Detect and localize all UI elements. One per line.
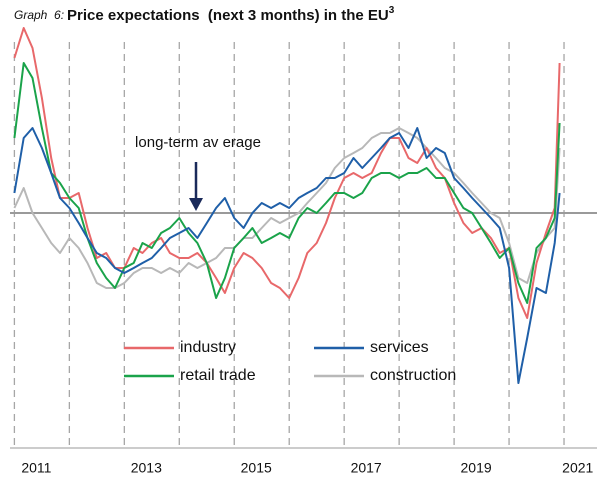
x-tick-label: 2019	[461, 460, 492, 476]
annotation: long-term av erage	[135, 134, 261, 151]
chart-title: Graph 6: Price expectations (next 3 month…	[14, 5, 395, 24]
legend: industry services retail trade construction	[124, 339, 456, 384]
title-prefix: Graph 6:	[14, 8, 64, 22]
series-line	[13, 62, 561, 304]
x-tick-label: 2015	[241, 460, 272, 476]
x-tick-label: 2017	[351, 460, 382, 476]
grid: 2011 2013 2015 2017 2019 2021	[10, 42, 597, 476]
title-main: Price expectations (next 3 months) in th…	[67, 7, 389, 24]
legend-label: services	[370, 339, 429, 356]
legend-label: industry	[180, 339, 236, 356]
series-line	[13, 127, 561, 384]
legend-label: construction	[370, 367, 456, 384]
x-tick-label: 2011	[21, 460, 51, 476]
title-superscript: 3	[389, 5, 395, 16]
x-tick-label: 2021	[562, 460, 593, 476]
legend-label: retail trade	[180, 367, 256, 384]
series-line	[13, 27, 561, 319]
lines	[13, 27, 561, 384]
series-line	[13, 127, 561, 289]
annotation-arrow-head	[189, 198, 203, 211]
x-tick-label: 2013	[131, 460, 162, 476]
